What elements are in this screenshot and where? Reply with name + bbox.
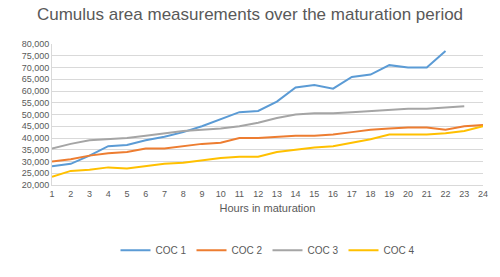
- svg-text:20: 20: [403, 189, 413, 199]
- svg-text:14: 14: [291, 189, 301, 199]
- svg-text:Hours in maturation: Hours in maturation: [220, 202, 316, 214]
- svg-text:COC 3: COC 3: [308, 245, 339, 256]
- svg-text:1: 1: [49, 189, 54, 199]
- svg-text:80,000: 80,000: [22, 39, 50, 49]
- svg-text:70,000: 70,000: [22, 63, 50, 73]
- svg-text:10: 10: [216, 189, 226, 199]
- svg-text:7: 7: [162, 189, 167, 199]
- svg-text:COC 1: COC 1: [156, 245, 187, 256]
- svg-text:12: 12: [253, 189, 263, 199]
- svg-text:6: 6: [143, 189, 148, 199]
- svg-text:15: 15: [309, 189, 319, 199]
- svg-text:Cumulus area measurements over: Cumulus area measurements over the matur…: [37, 5, 463, 24]
- svg-text:9: 9: [199, 189, 204, 199]
- svg-text:2: 2: [68, 189, 73, 199]
- svg-text:11: 11: [235, 189, 244, 199]
- svg-text:23: 23: [459, 189, 469, 199]
- svg-text:40,000: 40,000: [22, 133, 50, 143]
- svg-text:COC 2: COC 2: [232, 245, 263, 256]
- svg-text:75,000: 75,000: [22, 51, 50, 61]
- svg-text:60,000: 60,000: [22, 86, 50, 96]
- svg-text:18: 18: [366, 189, 376, 199]
- svg-text:19: 19: [384, 189, 394, 199]
- svg-text:4: 4: [106, 189, 111, 199]
- svg-text:24: 24: [478, 189, 488, 199]
- svg-text:55,000: 55,000: [22, 98, 50, 108]
- svg-text:22: 22: [441, 189, 451, 199]
- svg-text:20,000: 20,000: [22, 180, 50, 190]
- svg-text:5: 5: [124, 189, 129, 199]
- svg-text:30,000: 30,000: [22, 157, 50, 167]
- svg-text:17: 17: [347, 189, 357, 199]
- svg-text:8: 8: [181, 189, 186, 199]
- svg-text:21: 21: [422, 189, 432, 199]
- svg-text:COC 4: COC 4: [384, 245, 415, 256]
- svg-text:35,000: 35,000: [22, 145, 50, 155]
- svg-text:3: 3: [87, 189, 92, 199]
- svg-text:13: 13: [272, 189, 282, 199]
- svg-text:45,000: 45,000: [22, 121, 50, 131]
- svg-text:65,000: 65,000: [22, 74, 50, 84]
- svg-text:25,000: 25,000: [22, 168, 50, 178]
- svg-text:16: 16: [328, 189, 338, 199]
- svg-text:50,000: 50,000: [22, 110, 50, 120]
